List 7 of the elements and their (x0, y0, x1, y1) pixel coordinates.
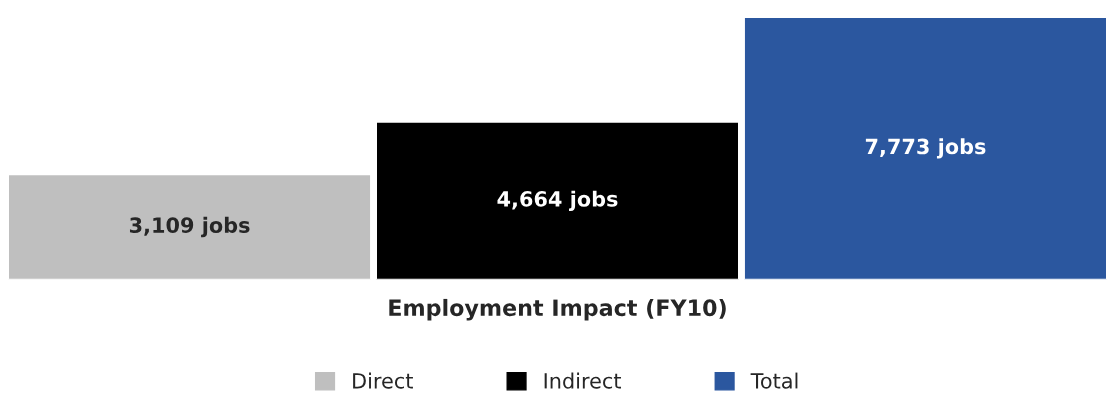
x-axis-title: Employment Impact (FY10) (389, 298, 726, 321)
legend-label: Direct (353, 372, 413, 389)
data-label: 7,773 jobs (865, 138, 986, 159)
data-label: 3,109 jobs (129, 216, 250, 238)
data-label: 4,664 jobs (497, 190, 618, 211)
legend-label: Total (750, 372, 798, 389)
legend-label: Indirect (544, 372, 622, 389)
